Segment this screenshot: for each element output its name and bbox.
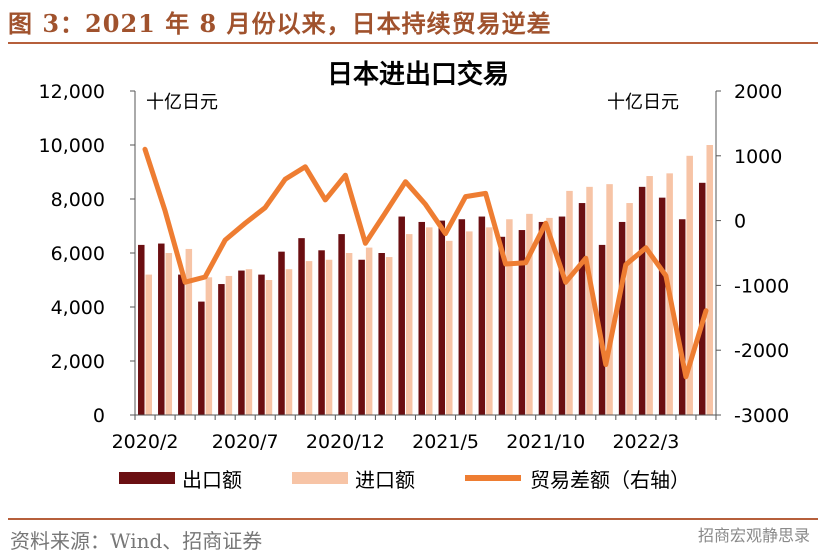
export-bar [558,216,566,415]
export-bar [458,219,466,415]
source-rule [8,518,818,520]
export-bar [398,216,405,415]
export-bar [698,182,706,415]
import-bar [405,234,413,415]
import-bar [446,240,453,415]
export-bar [278,251,285,415]
import-bar [466,231,473,415]
export-bar [538,221,546,415]
figure-caption: 图 3：2021 年 8 月份以来，日本持续贸易逆差 [8,9,552,38]
export-bar [358,259,365,415]
axes-group: 0 2,000 4,000 6,000 8,000 10,000 12,000 -3000 -2… [39,81,790,453]
legend-import-swatch [292,472,348,484]
import-bar [486,227,493,415]
import-bar [165,253,173,415]
import-bar [305,261,313,415]
right-tick-label: -3000 [734,405,789,427]
import-bar [385,257,393,415]
left-tick-label: 8,000 [51,189,105,211]
import-bar [145,274,153,415]
import-bar [686,155,693,416]
legend-export-swatch [119,472,175,484]
bar-group [138,145,713,416]
right-axis-unit: 十亿日元 [607,92,679,113]
import-bar [265,280,273,415]
source-note: 资料来源：Wind、招商证券 [10,529,263,553]
export-bar [138,244,145,415]
export-bar [338,234,345,415]
left-tick-label: 2,000 [51,351,105,373]
chart-title: 日本进出口交易 [327,59,509,90]
right-tick-label: 0 [734,211,746,233]
import-bar [365,247,373,415]
legend-import-label: 进口额 [355,468,415,492]
import-bar [245,269,253,415]
x-tick-label: 2020/12 [306,431,385,453]
export-bar [198,301,205,415]
import-bar [205,277,213,415]
legend-balance-label: 贸易差额（右轴） [530,468,690,492]
export-bar [598,244,606,415]
import-bar [506,219,513,415]
export-bar [658,197,666,415]
right-tick-label: -2000 [734,340,789,362]
import-bar [626,203,633,415]
x-tick-label: 2021/5 [412,431,479,453]
export-bar [578,203,586,415]
balance-line [142,146,709,380]
legend: 出口额 进口额 贸易差额（右轴） [119,468,690,492]
right-tick-label: 2000 [734,81,782,103]
export-bar [678,219,686,415]
left-tick-label: 6,000 [51,243,105,265]
import-bar [546,217,553,415]
x-tick-label: 2020/7 [212,431,279,453]
export-bar [638,186,646,415]
left-axis-unit: 十亿日元 [146,92,218,113]
balance-line-group [142,146,709,380]
export-bar [218,284,225,415]
export-bar [178,274,185,415]
x-tick-label: 2020/2 [112,431,179,453]
right-tick-label: 1000 [734,146,782,168]
import-bar [646,176,653,415]
right-tick-label: -1000 [734,275,789,297]
trade-chart: 日本进出口交易 十亿日元 十亿日元 0 2,000 4,000 6,000 8,000 1… [39,59,790,492]
export-bar [158,243,165,415]
import-bar [706,145,713,415]
x-tick-label: 2022/3 [612,431,679,453]
import-bar [566,190,573,415]
export-bar [298,238,305,415]
legend-export-label: 出口额 [182,468,242,492]
export-bar [238,270,245,415]
left-tick-label: 10,000 [39,135,105,157]
left-tick-label: 0 [93,405,105,427]
import-bar [426,227,433,415]
import-bar [586,186,593,415]
export-bar [618,221,626,415]
export-bar [478,216,486,415]
watermark: 招商宏观静思录 [697,526,810,545]
export-bar [518,230,526,415]
import-bar [185,248,193,415]
import-bar [285,269,293,415]
import-bar [325,259,333,415]
import-bar [345,253,353,415]
export-bar [318,250,325,415]
left-tick-label: 4,000 [51,297,105,319]
export-bar [418,221,425,415]
import-bar [606,184,613,415]
import-bar [225,275,233,415]
import-bar [526,213,533,415]
export-bar [498,236,506,415]
caption-rule [8,42,818,44]
export-bar [378,253,385,415]
export-bar [258,274,265,415]
x-tick-label: 2021/10 [506,431,585,453]
export-bar [438,220,446,415]
left-tick-label: 12,000 [39,81,105,103]
